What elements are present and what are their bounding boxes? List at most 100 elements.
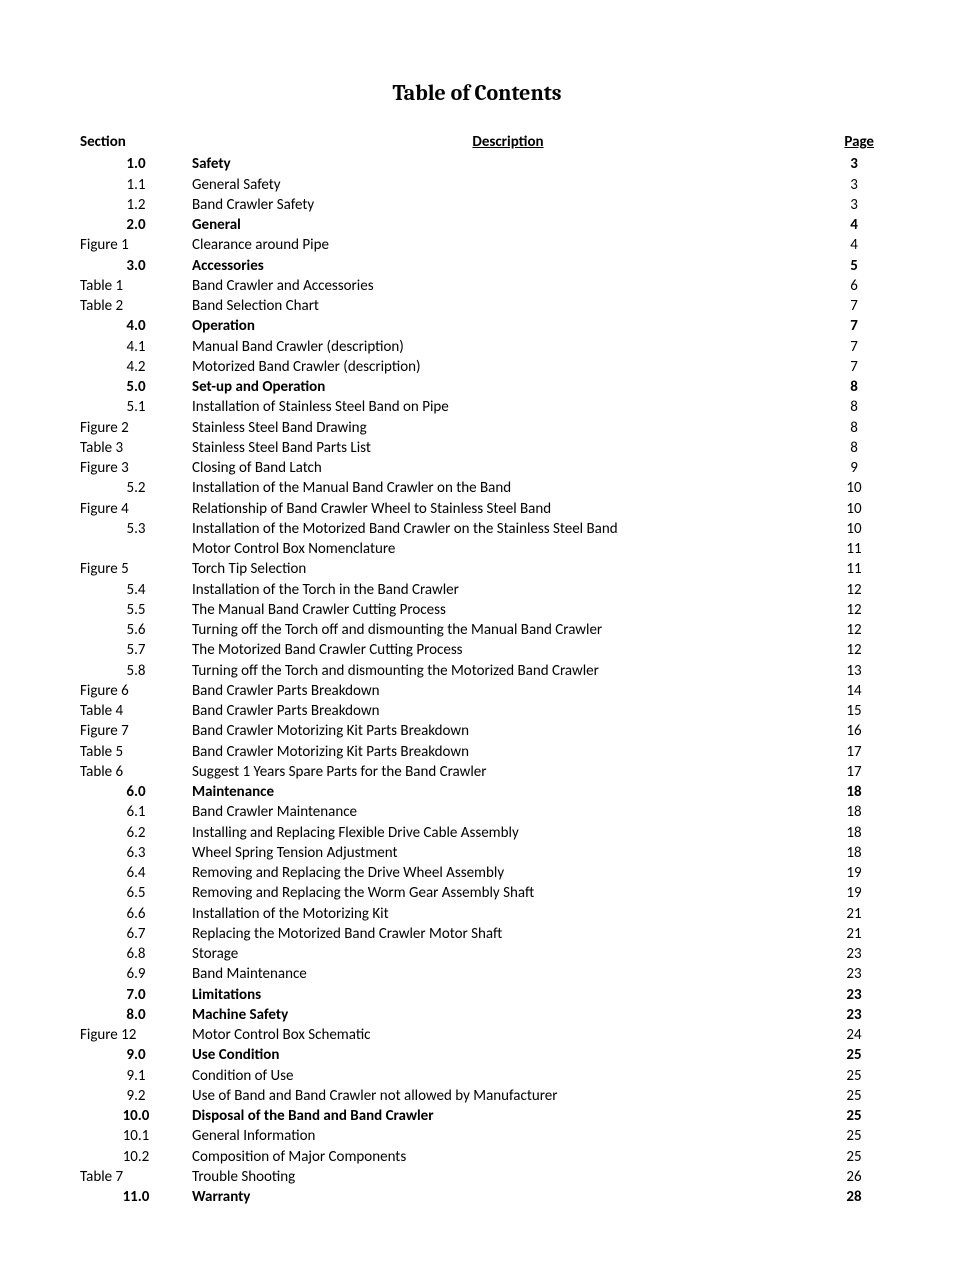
toc-description: Wheel Spring Tension Adjustment <box>192 843 834 863</box>
toc-row: Motor Control Box Nomenclature11 <box>80 539 874 559</box>
toc-page: 19 <box>834 863 874 883</box>
toc-page: 13 <box>834 661 874 681</box>
toc-row: 5.0Set-up and Operation8 <box>80 377 874 397</box>
toc-row: 6.0Maintenance18 <box>80 782 874 802</box>
toc-row: Table 4Band Crawler Parts Breakdown15 <box>80 701 874 721</box>
toc-section: 9.0 <box>80 1045 192 1065</box>
toc-description: Band Crawler and Accessories <box>192 276 834 296</box>
toc-row: Figure 1Clearance around Pipe4 <box>80 235 874 255</box>
toc-page: 16 <box>834 721 874 741</box>
toc-page: 10 <box>834 499 874 519</box>
toc-description: The Motorized Band Crawler Cutting Proce… <box>192 640 834 660</box>
toc-section: 5.0 <box>80 377 192 397</box>
toc-section: 9.2 <box>80 1086 192 1106</box>
toc-description: Installation of the Motorized Band Crawl… <box>192 519 834 539</box>
toc-page: 8 <box>834 397 874 417</box>
toc-page: 19 <box>834 883 874 903</box>
toc-page: 12 <box>834 580 874 600</box>
toc-section: 5.6 <box>80 620 192 640</box>
toc-description: Set-up and Operation <box>192 377 834 397</box>
toc-description: Band Crawler Parts Breakdown <box>192 681 834 701</box>
toc-section: 4.2 <box>80 357 192 377</box>
toc-page: 28 <box>834 1187 874 1207</box>
toc-description: Installing and Replacing Flexible Drive … <box>192 823 834 843</box>
toc-section: 1.0 <box>80 154 192 174</box>
toc-section: 5.4 <box>80 580 192 600</box>
toc-description: Clearance around Pipe <box>192 235 834 255</box>
toc-page: 24 <box>834 1025 874 1045</box>
toc-description: Band Crawler Maintenance <box>192 802 834 822</box>
toc-description: Installation of the Manual Band Crawler … <box>192 478 834 498</box>
toc-description: Suggest 1 Years Spare Parts for the Band… <box>192 762 834 782</box>
toc-row: 10.0Disposal of the Band and Band Crawle… <box>80 1106 874 1126</box>
toc-page: 15 <box>834 701 874 721</box>
toc-row: 11.0Warranty28 <box>80 1187 874 1207</box>
toc-row: 6.2Installing and Replacing Flexible Dri… <box>80 823 874 843</box>
toc-section: 10.0 <box>80 1106 192 1126</box>
toc-row: 5.6Turning off the Torch off and dismoun… <box>80 620 874 640</box>
toc-section: 1.2 <box>80 195 192 215</box>
toc-section: Figure 6 <box>80 681 192 701</box>
toc-section: 3.0 <box>80 256 192 276</box>
toc-row: 9.0Use Condition25 <box>80 1045 874 1065</box>
toc-row: 9.2Use of Band and Band Crawler not allo… <box>80 1086 874 1106</box>
toc-section: 6.3 <box>80 843 192 863</box>
toc-description: General Safety <box>192 175 834 195</box>
toc-page: 7 <box>834 316 874 336</box>
toc-description: Machine Safety <box>192 1005 834 1025</box>
toc-description: Installation of the Motorizing Kit <box>192 904 834 924</box>
toc-section: 10.1 <box>80 1126 192 1146</box>
toc-page: 4 <box>834 215 874 235</box>
toc-page: 3 <box>834 175 874 195</box>
toc-row: Table 6Suggest 1 Years Spare Parts for t… <box>80 762 874 782</box>
toc-section: Figure 3 <box>80 458 192 478</box>
toc-row: Figure 7Band Crawler Motorizing Kit Part… <box>80 721 874 741</box>
toc-description: Maintenance <box>192 782 834 802</box>
toc-page: 21 <box>834 904 874 924</box>
toc-description: Manual Band Crawler (description) <box>192 337 834 357</box>
toc-description: Trouble Shooting <box>192 1167 834 1187</box>
toc-row: 10.1General Information25 <box>80 1126 874 1146</box>
toc-description: Use of Band and Band Crawler not allowed… <box>192 1086 834 1106</box>
toc-section: 6.8 <box>80 944 192 964</box>
toc-row: 5.3Installation of the Motorized Band Cr… <box>80 519 874 539</box>
toc-row: 2.0General4 <box>80 215 874 235</box>
toc-description: Band Crawler Motorizing Kit Parts Breakd… <box>192 742 834 762</box>
toc-page: 8 <box>834 438 874 458</box>
toc-section: Figure 12 <box>80 1025 192 1045</box>
toc-row: 5.2Installation of the Manual Band Crawl… <box>80 478 874 498</box>
toc-row: 8.0Machine Safety23 <box>80 1005 874 1025</box>
toc-row: 5.8Turning off the Torch and dismounting… <box>80 661 874 681</box>
toc-page: 7 <box>834 357 874 377</box>
toc-description: Motor Control Box Nomenclature <box>192 539 834 559</box>
toc-page: 23 <box>834 964 874 984</box>
toc-description: Replacing the Motorized Band Crawler Mot… <box>192 924 834 944</box>
toc-page: 10 <box>834 519 874 539</box>
toc-page: 25 <box>834 1147 874 1167</box>
toc-description: Installation of Stainless Steel Band on … <box>192 397 834 417</box>
toc-section: Table 3 <box>80 438 192 458</box>
toc-section: 4.0 <box>80 316 192 336</box>
toc-row: 5.5The Manual Band Crawler Cutting Proce… <box>80 600 874 620</box>
toc-section: Table 6 <box>80 762 192 782</box>
toc-section: 6.4 <box>80 863 192 883</box>
toc-description: Band Crawler Parts Breakdown <box>192 701 834 721</box>
toc-page: 3 <box>834 195 874 215</box>
toc-section: Table 2 <box>80 296 192 316</box>
toc-row: Figure 4Relationship of Band Crawler Whe… <box>80 499 874 519</box>
toc-row: 6.4Removing and Replacing the Drive Whee… <box>80 863 874 883</box>
toc-description: Band Crawler Safety <box>192 195 834 215</box>
toc-page: 12 <box>834 640 874 660</box>
toc-page: 17 <box>834 762 874 782</box>
toc-page: 3 <box>834 154 874 174</box>
toc-section: Table 7 <box>80 1167 192 1187</box>
toc-page: 25 <box>834 1086 874 1106</box>
toc-section: Figure 4 <box>80 499 192 519</box>
toc-page: 25 <box>834 1106 874 1126</box>
header-page: Page <box>834 132 874 152</box>
toc-page: 18 <box>834 782 874 802</box>
toc-section: Figure 1 <box>80 235 192 255</box>
toc-page: 18 <box>834 843 874 863</box>
toc-row: 6.6Installation of the Motorizing Kit21 <box>80 904 874 924</box>
toc-section: 4.1 <box>80 337 192 357</box>
